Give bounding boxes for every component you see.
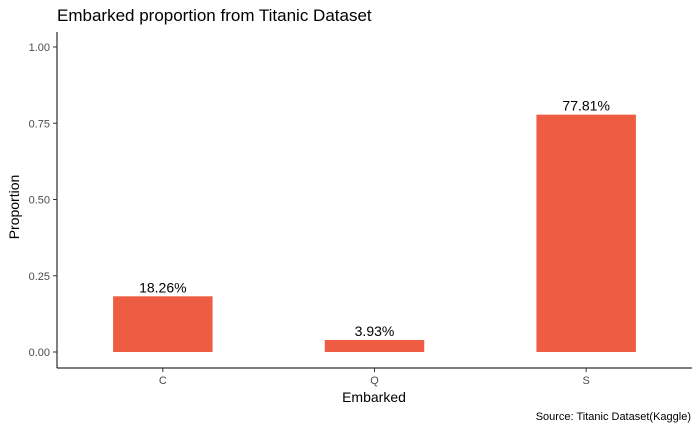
y-tick-label: 1.00 [29,42,50,54]
x-tick-label: S [582,375,589,387]
x-tick-label: Q [370,375,379,387]
bar [536,114,636,352]
y-axis-title: Proportion [6,175,22,240]
plot-area: 0.00 0.25 0.50 0.75 1.00 18.26% C 3.93% Q 77.81% S [29,32,692,387]
y-tick-label: 0.50 [29,195,50,207]
data-label: 3.93% [355,323,395,339]
chart-title: Embarked proportion from Titanic Dataset [57,6,372,25]
y-tick-label: 0.00 [29,347,50,359]
x-axis-title: Embarked [342,389,406,405]
data-label: 77.81% [562,98,609,114]
y-tick-label: 0.75 [29,118,50,130]
y-tick-label: 0.25 [29,271,50,283]
bar [113,296,213,352]
source-caption: Source: Titanic Dataset(Kaggle) [535,411,691,423]
data-label: 18.26% [139,279,186,295]
bar [324,340,425,352]
x-tick-label: C [159,375,167,387]
